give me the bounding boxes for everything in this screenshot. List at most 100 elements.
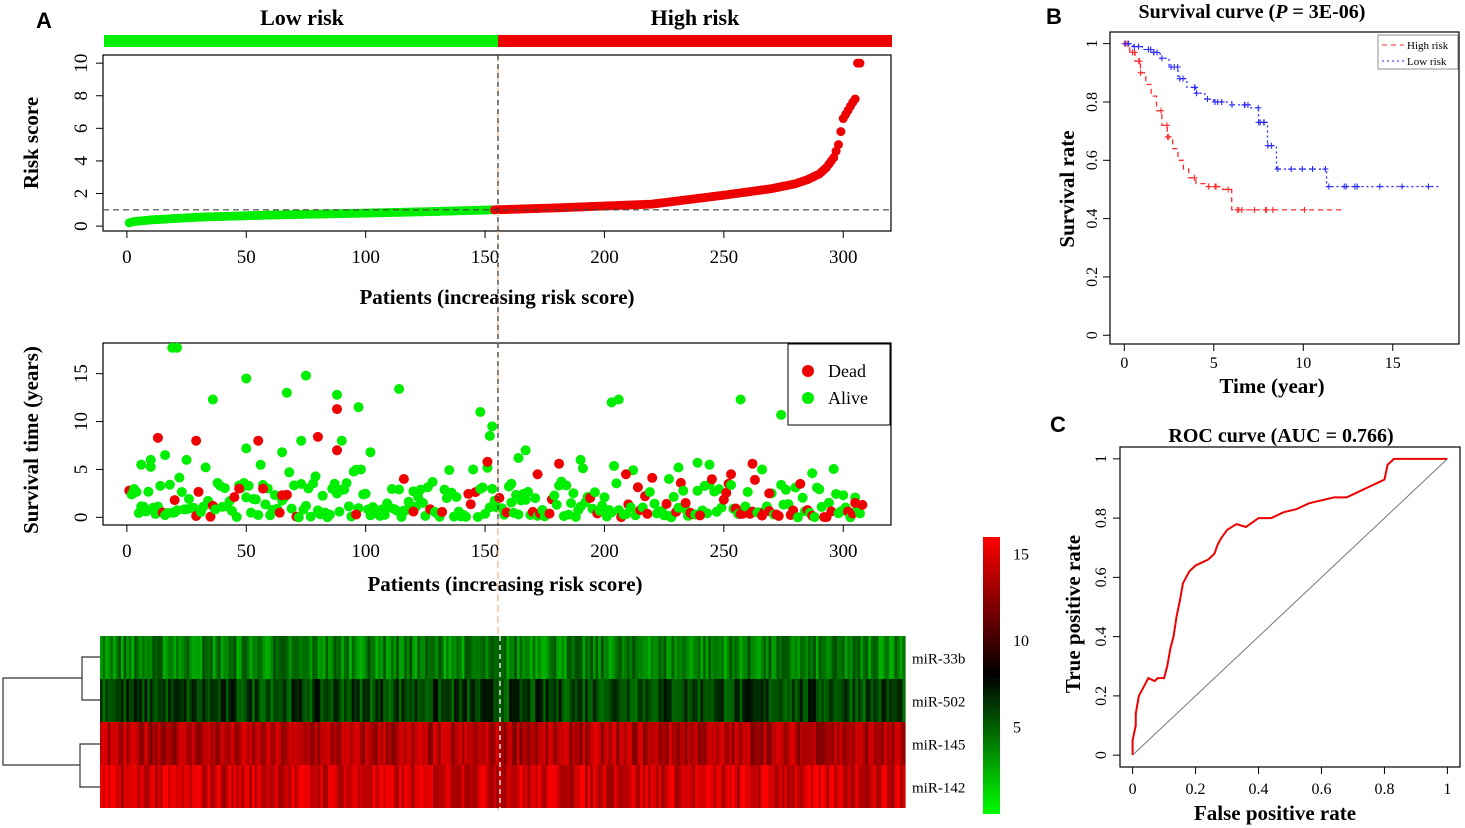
survival-time-ylabel: Survival time (years): [19, 346, 43, 534]
heatmap-cell: [312, 765, 316, 808]
heatmap-cell: [666, 636, 670, 679]
heatmap-cell: [194, 636, 198, 679]
heatmap-cell: [700, 636, 704, 679]
heatmap-cell: [781, 722, 785, 765]
heatmap-cell: [440, 679, 445, 722]
heatmap-cell: [160, 636, 164, 679]
heatmap-cell: [537, 765, 542, 808]
heatmap-cell: [818, 722, 822, 765]
heatmap-cell: [863, 636, 867, 679]
heatmap-cell: [280, 765, 285, 808]
heatmap-cell: [828, 636, 833, 679]
heatmap-cell: [480, 636, 484, 679]
heatmap-cell: [766, 722, 770, 765]
heatmap-cell: [435, 722, 439, 765]
heatmap-cell: [488, 636, 492, 679]
heatmap-cell: [370, 679, 374, 722]
heatmap-cell: [194, 765, 198, 808]
heatmap-cell: [128, 765, 133, 808]
heatmap-cell: [897, 636, 901, 679]
alive-patient-point: [549, 490, 560, 501]
heatmap-cell: [477, 765, 481, 808]
censor-mark: [1158, 55, 1165, 62]
censor-mark: [1163, 122, 1170, 129]
dead-patient-point: [632, 482, 643, 493]
heatmap-cell: [118, 679, 122, 722]
heatmap-cell: [141, 636, 146, 679]
dead-patient-point: [277, 490, 288, 501]
dead-patient-point: [764, 488, 775, 499]
heatmap-cell: [380, 679, 384, 722]
heatmap-cell: [286, 636, 290, 679]
heatmap-cell: [600, 722, 605, 765]
heatmap-cell: [225, 679, 230, 722]
x-tick-label: 0: [1120, 355, 1128, 372]
heatmap-cell: [113, 636, 117, 679]
heatmap-cell: [627, 722, 631, 765]
heatmap-cell: [191, 636, 195, 679]
heatmap-cell: [537, 722, 542, 765]
heatmap-cell: [779, 679, 783, 722]
heatmap-cell: [886, 765, 890, 808]
heatmap-row-label: miR-502: [912, 695, 965, 711]
heatmap-cell: [412, 765, 416, 808]
heatmap-cell: [317, 636, 321, 679]
low-risk-header: Low risk: [260, 5, 345, 30]
alive-patient-point: [181, 454, 192, 465]
heatmap-cell: [787, 679, 791, 722]
heatmap-cell: [128, 636, 133, 679]
heatmap-cell: [349, 636, 353, 679]
heatmap-cell: [322, 722, 327, 765]
heatmap-cell: [215, 722, 219, 765]
heatmap-cell: [758, 679, 762, 722]
heatmap-cell: [459, 722, 463, 765]
heatmap-cell: [233, 636, 237, 679]
heatmap-cell: [183, 765, 188, 808]
heatmap-cell: [543, 636, 547, 679]
heatmap-cell: [606, 765, 610, 808]
heatmap-cell: [349, 679, 353, 722]
heatmap-cell: [653, 765, 657, 808]
heatmap-cell: [482, 679, 487, 722]
heatmap-cell: [160, 765, 164, 808]
alive-patient-point: [575, 454, 586, 465]
heatmap-cell: [241, 636, 245, 679]
heatmap-cell: [304, 722, 308, 765]
heatmap-cell: [241, 722, 245, 765]
alive-patient-point: [451, 492, 462, 503]
heatmap-cell: [307, 765, 311, 808]
heatmap-cell: [197, 679, 201, 722]
x-tick-label: 5: [1210, 355, 1218, 372]
heatmap-cell: [697, 636, 702, 679]
heatmap-cell: [181, 636, 185, 679]
heatmap-cell: [724, 722, 728, 765]
heatmap-cell: [464, 722, 468, 765]
heatmap-cell: [684, 765, 688, 808]
heatmap-cell: [425, 636, 429, 679]
heatmap-cell: [435, 679, 439, 722]
heatmap-cell: [291, 722, 295, 765]
heatmap-cell: [448, 722, 452, 765]
heatmap-cell: [422, 722, 426, 765]
heatmap-cell: [590, 765, 594, 808]
heatmap-cell: [873, 765, 877, 808]
heatmap-cell: [228, 765, 232, 808]
heatmap-cell: [433, 765, 437, 808]
heatmap-cell: [527, 636, 531, 679]
censor-mark: [1204, 96, 1211, 103]
heatmap-cell: [438, 765, 442, 808]
dead-patient-point: [408, 506, 419, 517]
alive-patient-point: [520, 445, 531, 456]
heatmap-cell: [149, 636, 154, 679]
heatmap-cell: [461, 722, 466, 765]
heatmap-cell: [655, 765, 660, 808]
censor-mark: [1135, 58, 1142, 65]
heatmap-cell: [273, 636, 277, 679]
heatmap-cell: [189, 679, 193, 722]
heatmap-cell: [453, 679, 458, 722]
heatmap-cell: [886, 679, 890, 722]
heatmap-cell: [889, 722, 893, 765]
heatmap-cell: [771, 765, 775, 808]
heatmap-cell: [270, 679, 274, 722]
alive-patient-point: [487, 421, 498, 432]
